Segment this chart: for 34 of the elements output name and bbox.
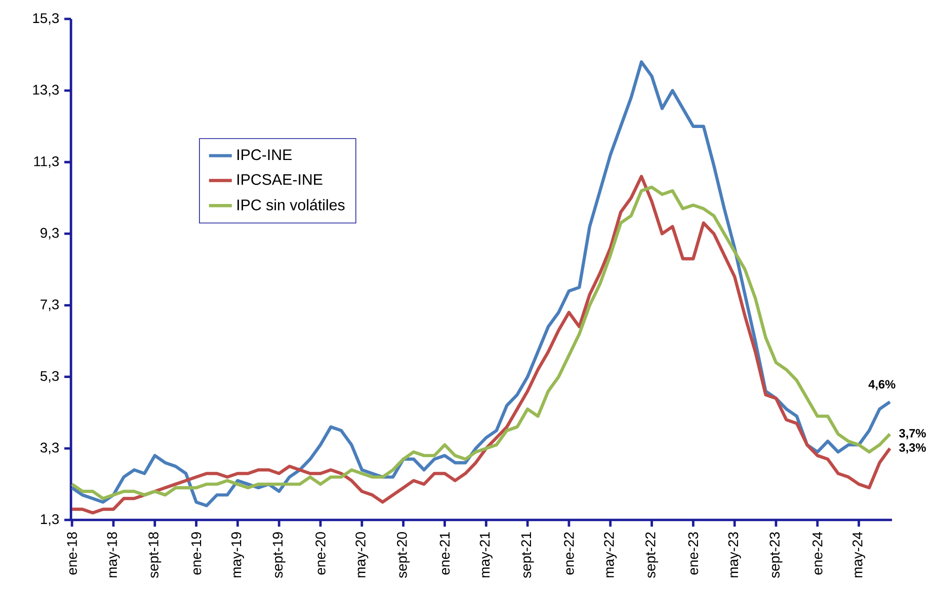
y-tick-label: 13,3 [33, 84, 59, 96]
data-label: 4,6% [868, 380, 896, 390]
x-tick-label: may-22 [604, 532, 617, 578]
data-label: 3,3% [899, 443, 926, 454]
x-tick-label: may-19 [231, 532, 244, 578]
x-tick-label: may-18 [107, 532, 120, 578]
legend-label: IPC sin volátiles [238, 198, 345, 210]
x-tick-label: may-24 [852, 532, 866, 578]
legend-label: IPC-INE [238, 149, 292, 160]
data-label: 3,7% [899, 428, 926, 440]
x-tick-label: ene-20 [316, 532, 326, 575]
y-tick-label: 11,3 [34, 156, 59, 168]
x-tick-label: ene-23 [688, 532, 698, 575]
x-tick-label: may-23 [728, 532, 741, 578]
x-tick-label: may-21 [480, 532, 492, 578]
y-tick-label: 5,3 [40, 371, 59, 383]
x-tick-label: ene-21 [440, 532, 450, 575]
x-tick-label: ene-18 [67, 532, 77, 575]
x-tick-label: may-20 [356, 532, 368, 578]
y-tick-label: 3,3 [40, 442, 59, 454]
x-tick-label: sept-21 [521, 532, 534, 578]
x-tick-label: sept-18 [148, 532, 162, 578]
y-tick-label: 7,3 [40, 300, 59, 312]
x-tick-label: ene-22 [564, 532, 574, 575]
y-tick-label: 9,3 [40, 228, 59, 240]
x-tick-label: sept-19 [272, 532, 286, 578]
x-tick-label: ene-24 [812, 532, 822, 575]
x-tick-label: sept-23 [770, 532, 782, 578]
y-tick-label: 1,3 [40, 514, 59, 526]
x-tick-label: ene-19 [191, 532, 202, 575]
legend-label: IPCSAE-INE [238, 174, 322, 185]
y-tick-label: 15,3 [33, 13, 59, 25]
x-tick-label: sept-20 [396, 532, 410, 578]
x-tick-label: sept-22 [645, 532, 658, 578]
